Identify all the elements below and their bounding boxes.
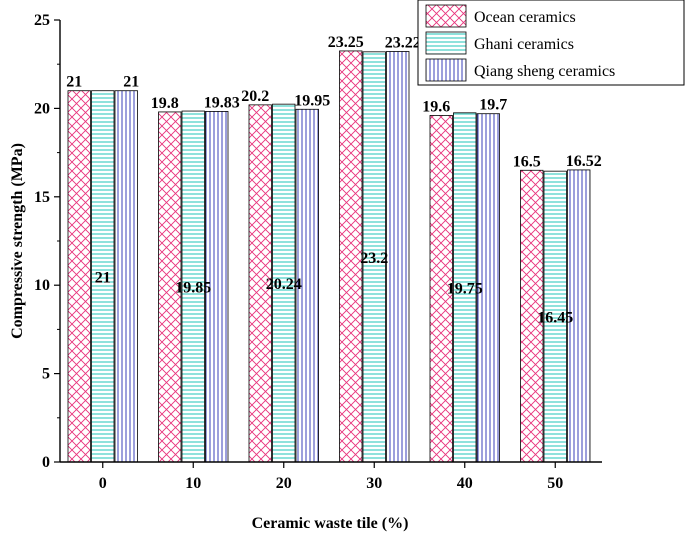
bar-qiang-sheng-ceramics-0 xyxy=(114,90,138,463)
x-tick-label-40: 40 xyxy=(457,475,473,492)
y-tick-label-20: 20 xyxy=(34,100,50,117)
y-tick-label-15: 15 xyxy=(34,189,50,206)
y-tick-label-5: 5 xyxy=(42,366,50,383)
legend-label-qiang-sheng-ceramics: Qiang sheng ceramics xyxy=(474,63,615,80)
bar-ocean-ceramics-0 xyxy=(67,90,91,463)
data-label-ghani-ceramics-40: 19.75 xyxy=(447,280,483,297)
data-label-ocean-ceramics-40: 19.6 xyxy=(422,98,450,115)
data-label-ghani-ceramics-20: 20.24 xyxy=(266,276,302,293)
data-label-qiang-sheng-ceramics-10: 19.83 xyxy=(204,94,240,111)
x-tick-label-10: 10 xyxy=(185,475,201,492)
data-label-ghani-ceramics-0: 21 xyxy=(95,269,111,286)
data-label-qiang-sheng-ceramics-0: 21 xyxy=(123,74,139,91)
data-label-qiang-sheng-ceramics-20: 19.95 xyxy=(294,92,330,109)
data-label-qiang-sheng-ceramics-40: 19.7 xyxy=(479,97,507,114)
data-label-ghani-ceramics-30: 23.2 xyxy=(360,250,388,267)
data-label-ocean-ceramics-20: 20.2 xyxy=(241,88,269,105)
data-label-ocean-ceramics-10: 19.8 xyxy=(151,95,179,112)
x-axis-ticks: 0 10 20 30 40 50 xyxy=(99,462,563,492)
bar-ocean-ceramics-30 xyxy=(339,50,363,463)
data-label-ocean-ceramics-30: 23.25 xyxy=(328,34,364,51)
x-tick-label-50: 50 xyxy=(547,475,563,492)
data-label-ghani-ceramics-50: 16.45 xyxy=(537,310,573,327)
data-label-ghani-ceramics-10: 19.85 xyxy=(175,280,211,297)
y-tick-label-0: 0 xyxy=(42,454,50,471)
bar-qiang-sheng-ceramics-30 xyxy=(386,51,410,463)
x-tick-label-20: 20 xyxy=(276,475,292,492)
data-label-qiang-sheng-ceramics-50: 16.52 xyxy=(566,153,602,170)
bar-value-labels: 21 21 21 19.8 19.85 19.83 20.2 20.24 19.95 23.25 2… xyxy=(66,34,602,327)
legend: Ocean ceramics Ghani ceramics Qiang sheng … xyxy=(417,0,685,86)
data-label-ocean-ceramics-0: 21 xyxy=(66,74,82,91)
legend-label-ocean-ceramics: Ocean ceramics xyxy=(474,9,576,26)
y-tick-label-25: 25 xyxy=(34,12,50,29)
x-tick-label-30: 30 xyxy=(366,475,382,492)
y-axis-ticks: 0 5 10 15 20 25 xyxy=(34,12,60,471)
x-tick-label-0: 0 xyxy=(99,475,107,492)
legend-swatch-ocean-ceramics xyxy=(425,4,467,28)
legend-label-ghani-ceramics: Ghani ceramics xyxy=(474,36,574,53)
y-tick-label-10: 10 xyxy=(34,277,50,294)
legend-swatch-ghani-ceramics xyxy=(425,31,467,55)
x-axis-label: Ceramic waste tile (%) xyxy=(252,515,409,532)
legend-swatch-qiang-sheng-ceramics xyxy=(425,58,467,82)
y-axis-label: Compressive strength (MPa) xyxy=(9,143,26,339)
data-label-qiang-sheng-ceramics-30: 23.22 xyxy=(385,34,421,51)
bars-layer xyxy=(67,50,591,463)
data-label-ocean-ceramics-50: 16.5 xyxy=(513,153,541,170)
